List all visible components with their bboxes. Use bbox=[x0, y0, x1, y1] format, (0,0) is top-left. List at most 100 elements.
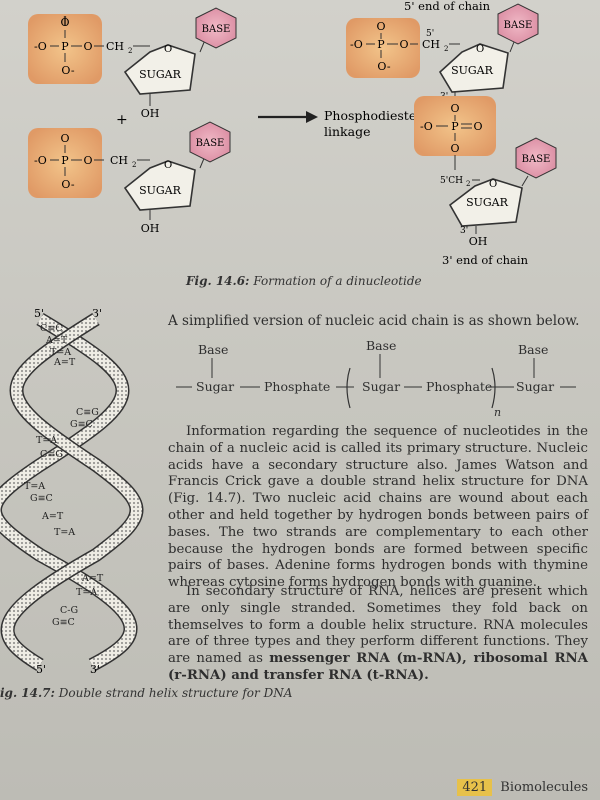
linkage-label-line1: Phosphodiester bbox=[324, 108, 422, 123]
phosphate-box-1 bbox=[28, 14, 102, 84]
svg-text:P: P bbox=[377, 38, 385, 51]
figure-14-6-caption: Fig. 14.6: Formation of a dinucleotide bbox=[186, 274, 422, 288]
base-pair-label: C≡C bbox=[40, 323, 63, 334]
svg-text:OH: OH bbox=[469, 235, 488, 248]
svg-text:O: O bbox=[60, 132, 69, 145]
svg-text:‖: ‖ bbox=[63, 16, 68, 26]
svg-text:P: P bbox=[61, 154, 69, 167]
svg-text:Phosphate: Phosphate bbox=[426, 379, 492, 394]
svg-text:2: 2 bbox=[444, 45, 448, 53]
base-pair-label: C≡G bbox=[76, 407, 99, 418]
figure-14-7-caption: ig. 14.7: Double strand helix structure … bbox=[0, 686, 293, 700]
strand-a bbox=[0, 314, 136, 670]
dinucleotide-figure: O ‖ -O P O O- CH 2 O SUGAR OH BASE + O -… bbox=[28, 0, 557, 267]
svg-text:O: O bbox=[489, 179, 497, 190]
chapter-name: Biomolecules bbox=[500, 780, 588, 795]
svg-text:n: n bbox=[494, 406, 501, 419]
base-pair-label: A=T bbox=[41, 511, 64, 522]
page-footer: 421 Biomolecules bbox=[457, 779, 588, 796]
label: -O bbox=[34, 40, 47, 53]
base-pair-label: A=T bbox=[45, 335, 68, 346]
label: O- bbox=[61, 64, 74, 77]
label: P bbox=[61, 40, 69, 53]
svg-text:CH: CH bbox=[110, 154, 128, 167]
svg-text:Phosphate: Phosphate bbox=[264, 379, 330, 394]
page-number: 421 bbox=[457, 779, 493, 796]
svg-text:-O: -O bbox=[34, 154, 47, 167]
base-pair-label: T=A bbox=[54, 527, 75, 538]
svg-text:2: 2 bbox=[128, 47, 132, 55]
svg-text:Base: Base bbox=[518, 342, 548, 357]
strand-label: 5' bbox=[34, 307, 44, 320]
svg-text:Sugar: Sugar bbox=[362, 379, 400, 394]
label: O bbox=[83, 40, 92, 53]
base-pair-label: T=A bbox=[76, 587, 97, 598]
dna-double-helix: 5' 3' C≡CA=TT=AA=TC≡GG≡CT=AC≡GT=AG≡CA=TT… bbox=[0, 307, 144, 676]
base-hexagon-2 bbox=[189, 121, 231, 163]
svg-text:Sugar: Sugar bbox=[516, 379, 554, 394]
plus-sign: + bbox=[116, 112, 128, 128]
strand-label: 5' bbox=[36, 663, 46, 676]
paragraph-rna-structure: In secondary structure of RNA, helices a… bbox=[168, 584, 588, 683]
svg-text:-O: -O bbox=[420, 120, 433, 133]
base-hexagon-3 bbox=[497, 3, 539, 45]
svg-text:3': 3' bbox=[460, 226, 468, 236]
label: OH bbox=[141, 107, 160, 120]
svg-text:O: O bbox=[450, 102, 459, 115]
svg-text:2: 2 bbox=[466, 180, 470, 188]
svg-text:O: O bbox=[83, 154, 92, 167]
svg-text:SUGAR: SUGAR bbox=[451, 64, 494, 77]
svg-text:OH: OH bbox=[141, 222, 160, 235]
five-prime-end-label: 5' end of chain bbox=[404, 0, 491, 13]
svg-text:O-: O- bbox=[61, 178, 74, 191]
sugar-ring-4 bbox=[448, 178, 523, 227]
strand-b bbox=[2, 314, 142, 670]
svg-text:Base: Base bbox=[198, 342, 228, 357]
label: O bbox=[60, 16, 69, 29]
phosphodiester-box bbox=[414, 96, 496, 156]
svg-text:BASE: BASE bbox=[522, 154, 551, 165]
strand-label: 3' bbox=[90, 663, 100, 676]
svg-text:5'CH: 5'CH bbox=[440, 176, 463, 186]
base-pair-label: T=A bbox=[24, 481, 45, 492]
linkage-label-line2: linkage bbox=[324, 124, 370, 139]
base-pair-label: G≡C bbox=[30, 493, 53, 504]
svg-text:O: O bbox=[164, 160, 172, 171]
svg-text:CH: CH bbox=[422, 38, 440, 51]
sugar-ring-2 bbox=[123, 160, 196, 211]
strand-label: 3' bbox=[92, 307, 102, 320]
phosphate-box-2 bbox=[28, 128, 102, 198]
sugar-ring-3 bbox=[438, 43, 509, 93]
svg-text:2: 2 bbox=[132, 161, 136, 169]
svg-text:O: O bbox=[476, 44, 484, 55]
base-pair-label: C≡G bbox=[40, 449, 63, 460]
svg-text:BASE: BASE bbox=[196, 138, 225, 149]
svg-text:O: O bbox=[473, 120, 482, 133]
label: SUGAR bbox=[139, 68, 182, 81]
base-pair-label: A=T bbox=[81, 573, 104, 584]
base-pair-label: G≡C bbox=[70, 419, 93, 430]
base-pair-label: T=A bbox=[50, 347, 71, 358]
svg-text:Base: Base bbox=[366, 340, 396, 353]
base-pair-label: G≡C bbox=[52, 617, 75, 628]
svg-text:O: O bbox=[450, 142, 459, 155]
base-hexagon-4 bbox=[515, 137, 557, 179]
nucleic-acid-chain-diagram: Base Sugar Phosphate Base Sugar Phosphat… bbox=[176, 340, 576, 419]
svg-text:P: P bbox=[451, 120, 459, 133]
svg-text:O-: O- bbox=[377, 60, 390, 73]
svg-text:BASE: BASE bbox=[504, 20, 533, 31]
base-pair-label: C-G bbox=[60, 605, 78, 616]
base-hexagon-1 bbox=[195, 7, 237, 49]
svg-text:O: O bbox=[376, 20, 385, 33]
svg-text:5': 5' bbox=[426, 29, 434, 39]
base-pair-label: T=A bbox=[36, 435, 57, 446]
sugar-ring-1 bbox=[123, 44, 196, 95]
svg-text:SUGAR: SUGAR bbox=[139, 184, 182, 197]
paragraph-primary-secondary-structure: Information regarding the sequence of nu… bbox=[168, 424, 588, 591]
label: CH bbox=[106, 40, 124, 53]
phosphate-box-3 bbox=[346, 18, 420, 78]
svg-text:O: O bbox=[399, 38, 408, 51]
chain-intro-text: A simplified version of nucleic acid cha… bbox=[168, 313, 580, 329]
label: O bbox=[164, 44, 172, 55]
